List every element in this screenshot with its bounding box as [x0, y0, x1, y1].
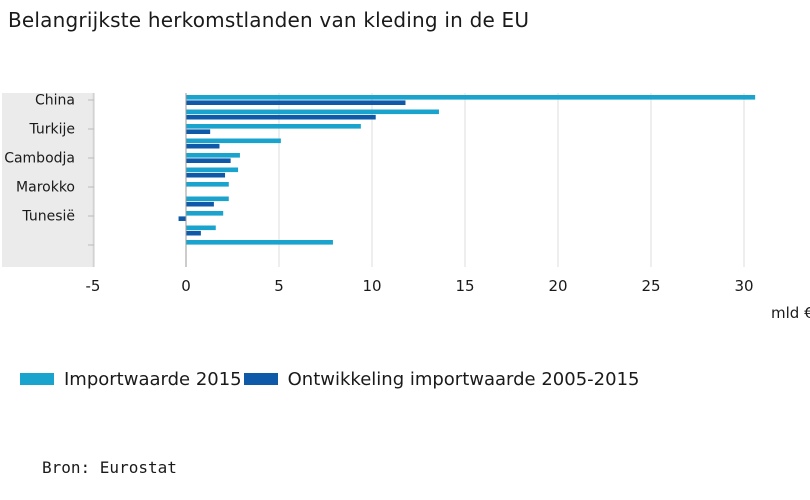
bar-series-0-item-10 — [186, 240, 333, 245]
bar-series-0-item-6 — [186, 182, 229, 187]
legend-label-development: Ontwikkeling importwaarde 2005-2015 — [287, 368, 640, 390]
x-axis-label: mld € — [771, 304, 810, 322]
bar-chart: China Turkije Cambodja Marokko Tunesië -5 0 5 1… — [2, 93, 810, 322]
bar-series-1-item-8 — [178, 216, 186, 221]
category-label-8: Tunesië — [21, 209, 75, 225]
bar-series-0-item-4 — [186, 153, 240, 158]
bar-series-1-item-9 — [186, 230, 201, 236]
legend-swatch-development — [243, 373, 278, 385]
legend: Importwaarde 2015 Ontwikkeling importwaa… — [20, 364, 639, 394]
bar-series-0-item-0 — [186, 95, 756, 100]
bar-series-0-item-8 — [186, 211, 224, 216]
legend-item-import-2015: Importwaarde 2015 — [20, 369, 242, 390]
bar-series-0-item-9 — [186, 225, 216, 231]
bar-series-0-item-2 — [186, 124, 361, 129]
gridlines — [92, 93, 745, 267]
bar-series-0-item-7 — [186, 196, 229, 202]
legend-item-development: Ontwikkeling importwaarde 2005-2015 — [243, 368, 640, 390]
axis — [88, 93, 187, 267]
category-label-4: Cambodja — [4, 151, 75, 167]
bar-series-1-item-1 — [186, 114, 376, 120]
bar-series-0-item-3 — [186, 138, 281, 144]
bar-series-1-item-7 — [186, 201, 214, 207]
x-tick-label-20: 20 — [548, 277, 567, 295]
category-label-6: Marokko — [16, 180, 75, 196]
bar-series-1-item-4 — [186, 158, 231, 163]
bar-series-0-item-1 — [186, 109, 439, 115]
x-tick-labels: -5 0 5 10 15 20 25 30 — [86, 277, 754, 295]
label-band — [2, 93, 94, 267]
bar-series-0-item-5 — [186, 167, 239, 173]
category-label-0: China — [35, 93, 75, 109]
chart-title: Belangrijkste herkomstlanden van kleding… — [8, 8, 530, 32]
x-tick-label-10: 10 — [362, 277, 381, 295]
legend-swatch-import-2015 — [20, 373, 54, 385]
bar-series-1-item-3 — [186, 143, 220, 149]
category-label-2: Turkije — [28, 122, 75, 138]
bar-series-1-item-0 — [186, 100, 406, 105]
bars — [178, 95, 756, 245]
bar-series-1-item-2 — [186, 129, 211, 134]
category-band — [2, 93, 94, 267]
x-tick-label-15: 15 — [455, 277, 474, 295]
legend-label-import-2015: Importwaarde 2015 — [64, 368, 242, 390]
x-tick-label--5: -5 — [86, 277, 101, 295]
x-tick-label-0: 0 — [181, 277, 191, 295]
source-note: Bron: Eurostat — [42, 458, 177, 477]
bar-series-1-item-5 — [186, 172, 226, 178]
category-labels: China Turkije Cambodja Marokko Tunesië — [4, 93, 75, 225]
x-tick-label-25: 25 — [641, 277, 660, 295]
x-tick-label-30: 30 — [734, 277, 753, 295]
x-tick-label-5: 5 — [274, 277, 284, 295]
